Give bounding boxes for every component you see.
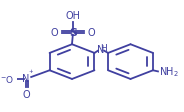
Text: $^{+}$: $^{+}$: [28, 69, 34, 78]
Text: O: O: [50, 28, 58, 38]
Text: N: N: [22, 74, 30, 84]
Text: NH$_2$: NH$_2$: [159, 65, 179, 79]
Text: O: O: [88, 28, 95, 38]
Text: H: H: [100, 44, 107, 53]
Text: S: S: [69, 28, 77, 38]
Text: N: N: [97, 45, 105, 55]
Text: O: O: [22, 90, 30, 100]
Text: OH: OH: [65, 11, 80, 21]
Text: $^{-}$O: $^{-}$O: [0, 73, 14, 85]
